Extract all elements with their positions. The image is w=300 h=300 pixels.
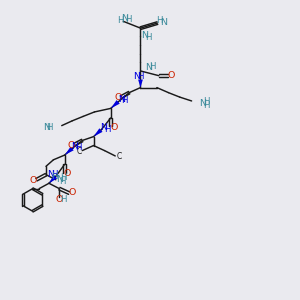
Text: H: H bbox=[60, 195, 66, 204]
Text: N: N bbox=[56, 175, 63, 184]
Text: H: H bbox=[203, 97, 210, 106]
Text: H: H bbox=[51, 170, 58, 179]
Text: H: H bbox=[51, 172, 58, 181]
Text: N: N bbox=[118, 95, 125, 104]
Text: C: C bbox=[76, 147, 82, 156]
Text: H: H bbox=[125, 15, 132, 24]
Text: N: N bbox=[43, 123, 50, 132]
Polygon shape bbox=[49, 175, 57, 183]
Polygon shape bbox=[111, 100, 120, 108]
Text: O: O bbox=[64, 169, 71, 178]
Text: N: N bbox=[134, 72, 140, 81]
Text: N: N bbox=[141, 32, 148, 40]
Text: O: O bbox=[55, 195, 62, 204]
Text: N: N bbox=[200, 98, 206, 107]
Text: H: H bbox=[104, 125, 111, 134]
Text: O: O bbox=[68, 141, 75, 150]
Text: N: N bbox=[47, 170, 55, 179]
Text: N: N bbox=[72, 142, 79, 151]
Text: C: C bbox=[117, 152, 122, 161]
Text: H: H bbox=[137, 72, 144, 81]
Text: O: O bbox=[30, 176, 37, 185]
Text: H: H bbox=[157, 16, 163, 25]
Text: O: O bbox=[110, 123, 117, 132]
Text: H: H bbox=[75, 143, 82, 152]
Polygon shape bbox=[65, 147, 74, 155]
Text: N: N bbox=[121, 14, 128, 23]
Text: H: H bbox=[203, 100, 210, 109]
Text: H: H bbox=[60, 173, 66, 182]
Text: O: O bbox=[68, 188, 76, 197]
Text: H: H bbox=[122, 97, 128, 106]
Text: N: N bbox=[100, 123, 107, 132]
Text: H: H bbox=[59, 177, 66, 186]
Text: O: O bbox=[168, 71, 175, 80]
Text: H: H bbox=[46, 123, 53, 132]
Polygon shape bbox=[138, 80, 143, 88]
Text: N: N bbox=[160, 18, 167, 27]
Polygon shape bbox=[94, 128, 103, 136]
Text: O: O bbox=[114, 93, 122, 102]
Text: H: H bbox=[149, 62, 155, 71]
Text: H: H bbox=[117, 16, 124, 25]
Text: N: N bbox=[145, 64, 152, 73]
Text: H: H bbox=[145, 33, 151, 42]
